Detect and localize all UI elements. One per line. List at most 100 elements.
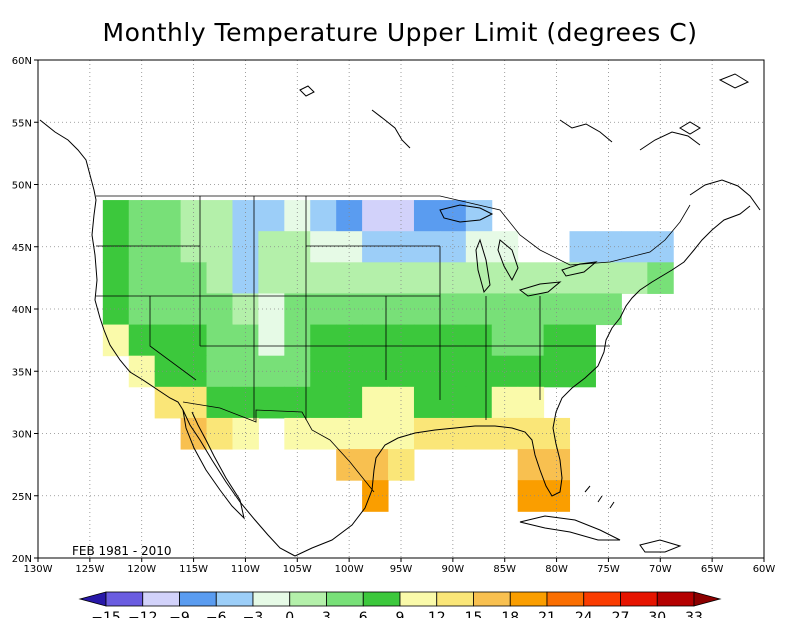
colorbar-swatch xyxy=(509,591,548,607)
grid-cell xyxy=(465,355,493,388)
coastlines xyxy=(39,73,761,557)
lon-tick-label: 120W xyxy=(127,564,156,575)
grid-cell xyxy=(102,293,130,326)
grid-cell xyxy=(258,386,285,419)
grid-cell xyxy=(258,262,285,294)
grid-cell xyxy=(491,386,519,419)
colorbar-label: 24 xyxy=(575,610,593,618)
colorbar-swatch xyxy=(436,591,474,607)
colorbar-swatch xyxy=(142,591,180,607)
colorbar-label: 3 xyxy=(322,610,331,618)
lon-tick-label: 115W xyxy=(179,564,208,575)
grid-cell xyxy=(543,262,571,294)
grid-cell xyxy=(413,293,441,326)
colorbar-swatch xyxy=(289,591,327,607)
grid-cell xyxy=(258,324,285,357)
graticule xyxy=(38,60,764,558)
grid-cell xyxy=(310,200,337,232)
lon-tick-label: 65W xyxy=(701,564,724,575)
grid-cell xyxy=(206,200,233,232)
colorbar-label: 6 xyxy=(359,610,368,618)
axis-ticks: 130W 125W 120W 115W 110W 105W 100W 95W 90W 85W 80W… xyxy=(12,56,776,575)
grid-cell xyxy=(102,324,130,357)
grid-cell xyxy=(465,324,493,357)
grid-cell xyxy=(362,324,389,357)
lat-tick-label: 25N xyxy=(12,492,32,503)
colorbar-swatch xyxy=(252,591,291,607)
lon-tick-label: 90W xyxy=(442,564,465,575)
lon-tick-label: 60W xyxy=(753,564,776,575)
colorbar-label: 21 xyxy=(538,610,556,618)
grid-cell xyxy=(647,231,674,263)
grid-cell xyxy=(310,386,337,419)
grid-cell xyxy=(180,231,208,263)
grid-cell xyxy=(517,449,545,481)
grid-cell xyxy=(180,200,208,232)
grid-cell xyxy=(154,200,182,232)
colorbar-label: 30 xyxy=(648,610,666,618)
grid-cell xyxy=(154,293,182,326)
lat-tick-label: 60N xyxy=(12,56,32,67)
grid-cell xyxy=(595,231,622,263)
grid-cell xyxy=(154,324,182,357)
grid-cell xyxy=(258,200,285,232)
grid-cell xyxy=(336,262,363,294)
grid-cell xyxy=(180,262,208,294)
grid-cell xyxy=(595,262,622,294)
grid-cell xyxy=(102,262,130,294)
grid-cell xyxy=(154,262,182,294)
map-title: Monthly Temperature Upper Limit (degrees… xyxy=(102,18,698,47)
grid-cell xyxy=(439,262,467,294)
colorbar-swatch xyxy=(546,591,585,607)
grid-cell xyxy=(595,293,622,326)
grid-cell xyxy=(621,262,648,294)
colorbar-swatch xyxy=(362,591,401,607)
grid-cell xyxy=(465,417,493,450)
colorbar-swatch xyxy=(78,591,107,607)
grid-cell xyxy=(310,324,337,357)
lon-tick-label: 70W xyxy=(649,564,672,575)
lat-tick-label: 40N xyxy=(12,305,32,316)
colorbar-swatch xyxy=(473,591,511,607)
colorbar-label: 15 xyxy=(465,610,483,618)
grid-cell xyxy=(388,262,415,294)
lon-tick-label: 110W xyxy=(231,564,260,575)
grid-cell xyxy=(154,231,182,263)
colorbar: −15 −12 −9 −6 −3 0 3 6 9 12 15 18 21 24 27 30 33 xyxy=(78,591,722,618)
grid-cell xyxy=(517,262,545,294)
grid-cell xyxy=(206,324,233,357)
grid-cell xyxy=(154,386,182,419)
grid-cell xyxy=(362,386,389,419)
political-borders xyxy=(96,195,691,493)
colorbar-label: 9 xyxy=(396,610,405,618)
grid-cell xyxy=(491,293,519,326)
grid-cell xyxy=(284,262,311,294)
grid-cell xyxy=(439,293,467,326)
grid-cell xyxy=(128,262,156,294)
grid-cell xyxy=(128,231,156,263)
grid-cell xyxy=(388,386,415,419)
grid-cell xyxy=(413,200,441,232)
grid-cell xyxy=(206,386,233,419)
colorbar-label: 18 xyxy=(501,610,519,618)
colorbar-swatch xyxy=(215,591,254,607)
lat-tick-label: 35N xyxy=(12,367,32,378)
grid-cell xyxy=(413,355,441,388)
lon-tick-label: 105W xyxy=(283,564,312,575)
colorbar-swatch xyxy=(693,591,722,607)
grid-cell xyxy=(413,386,441,419)
colorbar-label: −15 xyxy=(91,610,121,618)
grid-cell xyxy=(232,386,259,419)
grid-cell xyxy=(362,200,389,232)
grid-cell xyxy=(413,417,441,450)
colorbar-swatch xyxy=(620,591,658,607)
grid-cell xyxy=(439,386,467,419)
colorbar-swatch xyxy=(583,591,621,607)
grid-cell xyxy=(102,200,130,232)
colorbar-swatch xyxy=(179,591,217,607)
lon-tick-label: 95W xyxy=(390,564,413,575)
temperature-grid xyxy=(102,200,674,512)
grid-cell xyxy=(569,262,596,294)
colorbar-label: 27 xyxy=(612,610,630,618)
